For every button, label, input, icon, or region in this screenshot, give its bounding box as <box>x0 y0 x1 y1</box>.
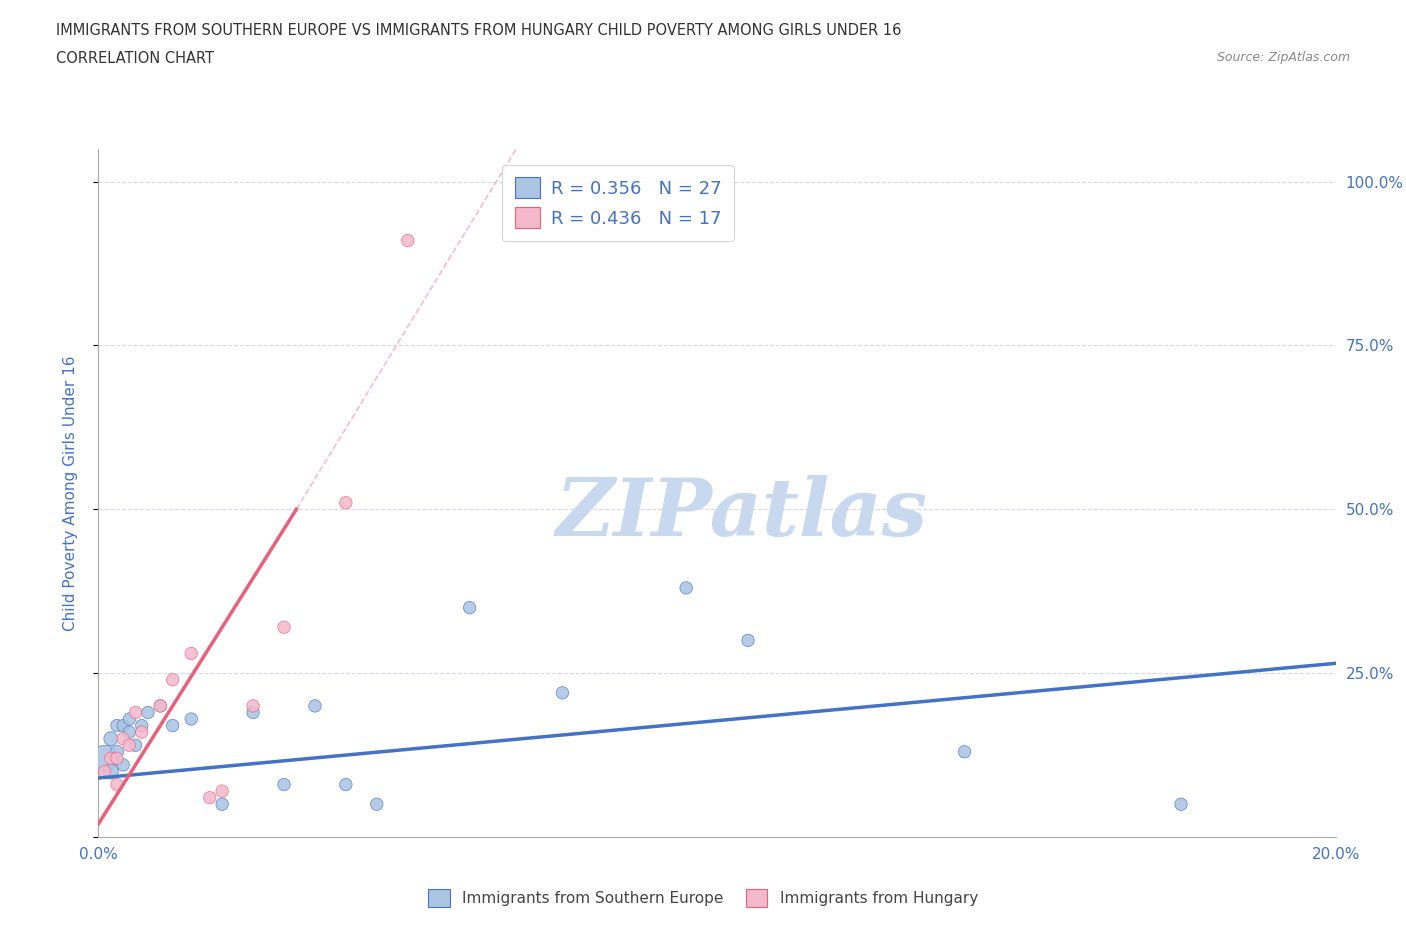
Point <box>112 757 135 772</box>
Point <box>105 744 128 759</box>
Point <box>131 724 153 739</box>
Point <box>118 737 141 752</box>
Point <box>105 718 128 733</box>
Text: ZIPatlas: ZIPatlas <box>555 475 928 552</box>
Point <box>162 672 184 687</box>
Point <box>737 633 759 648</box>
Legend: Immigrants from Southern Europe, Immigrants from Hungary: Immigrants from Southern Europe, Immigra… <box>422 884 984 913</box>
Point <box>180 711 202 726</box>
Point <box>105 777 128 792</box>
Point <box>335 777 357 792</box>
Point <box>118 724 141 739</box>
Point <box>242 698 264 713</box>
Point <box>953 744 976 759</box>
Point <box>118 711 141 726</box>
Point <box>366 797 388 812</box>
Point <box>93 751 115 765</box>
Point <box>112 718 135 733</box>
Point <box>124 705 146 720</box>
Point <box>335 496 357 511</box>
Text: Source: ZipAtlas.com: Source: ZipAtlas.com <box>1216 51 1350 64</box>
Point <box>149 698 172 713</box>
Point <box>551 685 574 700</box>
Point <box>458 600 481 615</box>
Point <box>100 764 122 779</box>
Point <box>100 731 122 746</box>
Point <box>162 718 184 733</box>
Y-axis label: Child Poverty Among Girls Under 16: Child Poverty Among Girls Under 16 <box>63 355 77 631</box>
Point <box>131 718 153 733</box>
Point <box>675 580 697 595</box>
Point <box>112 731 135 746</box>
Point <box>242 705 264 720</box>
Legend: R = 0.356   N = 27, R = 0.436   N = 17: R = 0.356 N = 27, R = 0.436 N = 17 <box>502 165 734 241</box>
Point <box>124 737 146 752</box>
Point <box>273 777 295 792</box>
Point <box>100 751 122 765</box>
Point <box>304 698 326 713</box>
Point <box>93 764 115 779</box>
Point <box>180 646 202 661</box>
Text: IMMIGRANTS FROM SOUTHERN EUROPE VS IMMIGRANTS FROM HUNGARY CHILD POVERTY AMONG G: IMMIGRANTS FROM SOUTHERN EUROPE VS IMMIG… <box>56 23 901 38</box>
Point <box>211 797 233 812</box>
Point <box>149 698 172 713</box>
Point <box>273 619 295 634</box>
Point <box>211 784 233 799</box>
Text: CORRELATION CHART: CORRELATION CHART <box>56 51 214 66</box>
Point <box>198 790 221 805</box>
Point <box>105 751 128 765</box>
Point <box>1170 797 1192 812</box>
Point <box>396 233 419 248</box>
Point <box>136 705 159 720</box>
